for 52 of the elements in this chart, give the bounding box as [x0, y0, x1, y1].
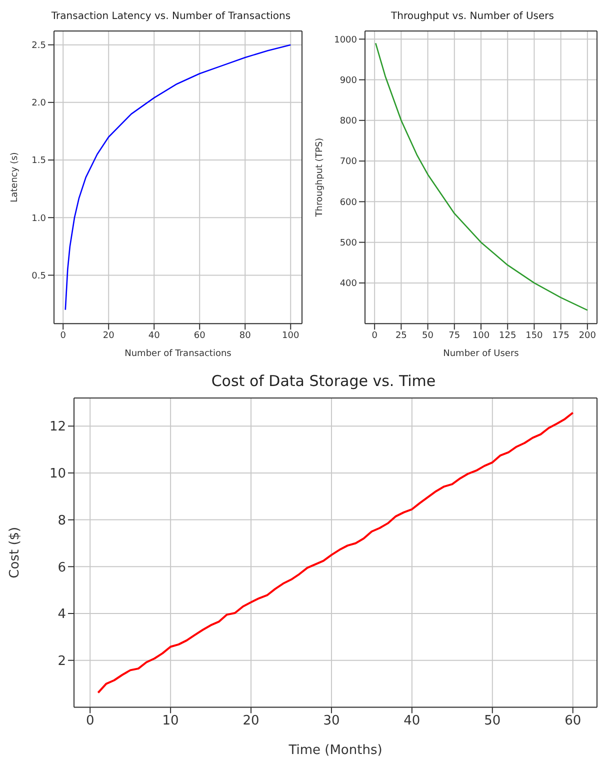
- x-tick-label: 50: [484, 713, 501, 728]
- x-tick-label: 150: [526, 330, 544, 341]
- y-axis-title: Cost ($): [8, 526, 23, 578]
- x-axis-title: Number of Transactions: [124, 349, 232, 359]
- x-tick-label: 100: [472, 330, 490, 341]
- x-tick-label: 60: [564, 713, 582, 728]
- y-tick-label: 2.0: [32, 98, 46, 109]
- x-axis-title: Time (Months): [288, 743, 382, 758]
- chart-title: Cost of Data Storage vs. Time: [210, 371, 437, 392]
- x-tick-label: 30: [323, 713, 340, 728]
- y-tick-label: 2: [58, 654, 66, 669]
- x-tick-label: 80: [239, 330, 252, 341]
- x-tick-label: 75: [448, 330, 460, 341]
- x-tick-label: 0: [86, 713, 94, 728]
- x-tick-label: 25: [395, 330, 407, 341]
- y-tick-label: 1000: [334, 35, 358, 46]
- y-axis-title: Latency (s): [10, 152, 20, 202]
- y-axis-title: Throughput (TPS): [315, 138, 326, 218]
- y-tick-label: 2.5: [32, 41, 46, 52]
- y-tick-label: 900: [340, 76, 358, 86]
- y-tick-label: 8: [58, 513, 66, 528]
- y-tick-label: 6: [58, 560, 66, 576]
- x-tick-label: 40: [148, 330, 160, 341]
- y-tick-label: 400: [340, 279, 358, 290]
- x-tick-label: 60: [194, 330, 206, 341]
- y-tick-label: 0.5: [32, 271, 46, 282]
- y-tick-label: 500: [340, 238, 358, 249]
- line-series: [97, 412, 574, 694]
- x-tick-label: 20: [242, 713, 260, 728]
- x-tick-label: 10: [162, 713, 179, 728]
- x-tick-label: 50: [422, 330, 434, 341]
- x-tick-label: 40: [404, 713, 420, 728]
- chart-title: Throughput vs. Number of Users: [390, 10, 555, 24]
- y-tick-label: 1.5: [32, 156, 46, 166]
- x-tick-label: 20: [102, 330, 115, 341]
- chart-title: Transaction Latency vs. Number of Transactions: [50, 10, 292, 24]
- line-series: [374, 42, 588, 311]
- x-tick-label: 175: [552, 330, 570, 341]
- y-tick-label: 800: [340, 116, 358, 127]
- y-tick-label: 600: [340, 198, 358, 208]
- y-tick-label: 1.0: [32, 214, 46, 224]
- y-tick-label: 700: [340, 157, 358, 168]
- y-tick-label: 12: [49, 420, 66, 435]
- x-tick-label: 200: [578, 330, 596, 341]
- x-tick-label: 125: [499, 330, 516, 341]
- x-tick-label: 0: [60, 330, 66, 341]
- x-tick-label: 0: [372, 330, 378, 341]
- y-tick-label: 4: [58, 607, 66, 622]
- y-tick-label: 10: [49, 466, 66, 482]
- x-tick-label: 100: [282, 330, 300, 341]
- x-axis-title: Number of Users: [443, 349, 520, 359]
- line-series: [64, 44, 292, 310]
